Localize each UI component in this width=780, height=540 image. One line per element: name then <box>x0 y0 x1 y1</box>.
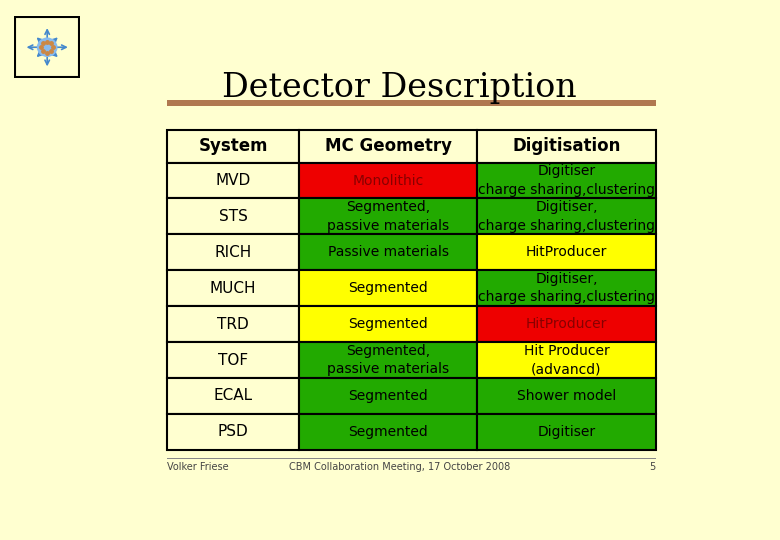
Bar <box>167 271 299 306</box>
Bar <box>477 130 655 163</box>
Text: HitProducer: HitProducer <box>526 317 607 331</box>
Text: Shower model: Shower model <box>517 389 616 403</box>
Text: ECAL: ECAL <box>214 388 253 403</box>
Text: CBM Collaboration Meeting, 17 October 2008: CBM Collaboration Meeting, 17 October 20… <box>289 462 510 472</box>
Text: HitProducer: HitProducer <box>526 245 607 259</box>
Bar <box>167 378 299 414</box>
Text: Digitiser
charge sharing,clustering: Digitiser charge sharing,clustering <box>478 164 655 197</box>
Text: Digitisation: Digitisation <box>512 137 621 156</box>
Text: MC Geometry: MC Geometry <box>324 137 452 156</box>
Bar <box>477 378 655 414</box>
Text: TRD: TRD <box>218 316 249 332</box>
Bar <box>477 342 655 378</box>
Bar <box>299 271 477 306</box>
Bar <box>299 378 477 414</box>
Bar <box>167 342 299 378</box>
Bar <box>299 234 477 271</box>
Text: Segmented,
passive materials: Segmented, passive materials <box>327 200 449 233</box>
Bar <box>477 163 655 199</box>
Bar <box>299 306 477 342</box>
Text: Volker Friese: Volker Friese <box>167 462 229 472</box>
Text: STS: STS <box>218 209 247 224</box>
Text: PSD: PSD <box>218 424 249 440</box>
Bar <box>477 414 655 450</box>
Text: Segmented: Segmented <box>349 317 428 331</box>
Bar <box>477 234 655 271</box>
Text: Digitiser,
charge sharing,clustering: Digitiser, charge sharing,clustering <box>478 200 655 233</box>
Bar <box>477 271 655 306</box>
Text: Passive materials: Passive materials <box>328 245 448 259</box>
Text: Segmented: Segmented <box>349 389 428 403</box>
Bar <box>167 414 299 450</box>
Text: System: System <box>198 137 268 156</box>
Bar <box>167 458 655 459</box>
Bar <box>167 199 299 234</box>
Bar <box>477 199 655 234</box>
Text: MVD: MVD <box>215 173 251 188</box>
Circle shape <box>37 38 57 56</box>
Bar <box>299 130 477 163</box>
Text: Digitiser,
charge sharing,clustering: Digitiser, charge sharing,clustering <box>478 272 655 305</box>
Bar <box>167 163 299 199</box>
Text: Segmented: Segmented <box>349 281 428 295</box>
Bar <box>167 234 299 271</box>
Text: Detector Description: Detector Description <box>222 72 577 104</box>
Text: Hit Producer
(advancd): Hit Producer (advancd) <box>523 344 609 376</box>
Text: 5: 5 <box>649 462 655 472</box>
Bar <box>299 342 477 378</box>
Text: TOF: TOF <box>218 353 248 368</box>
Bar <box>167 130 299 163</box>
Text: Segmented,
passive materials: Segmented, passive materials <box>327 344 449 376</box>
Text: Monolithic: Monolithic <box>353 173 424 187</box>
Bar <box>299 199 477 234</box>
Text: Digitiser: Digitiser <box>537 425 595 439</box>
Bar <box>477 306 655 342</box>
Bar <box>299 163 477 199</box>
Bar <box>167 306 299 342</box>
Text: MUCH: MUCH <box>210 281 257 296</box>
Text: Segmented: Segmented <box>349 425 428 439</box>
Text: RICH: RICH <box>215 245 252 260</box>
Bar <box>299 414 477 450</box>
Bar <box>167 100 655 106</box>
